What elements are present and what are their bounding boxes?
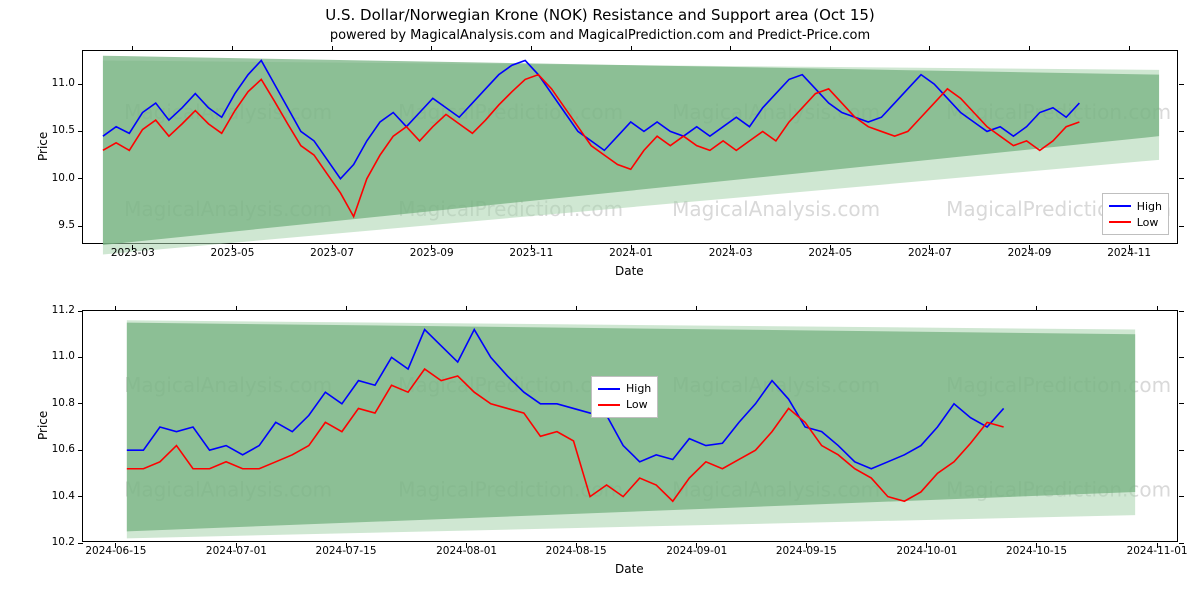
x-tick-label: 2024-11-01 [1127,545,1188,557]
x-tick-mark-top [631,46,632,51]
y-tick-mark-right [1179,496,1184,497]
x-tick-mark-top [830,46,831,51]
x-tick-label: 2024-01 [609,247,653,259]
x-tick-mark-top [730,46,731,51]
y-tick-label: 10.4 [43,490,75,502]
x-tick-label: 2023-07 [310,247,354,259]
y-axis-label-bottom: Price [36,411,50,440]
x-axis-label-bottom: Date [615,562,644,576]
y-tick-mark-right [1179,226,1184,227]
legend-label-high: High [1137,200,1162,213]
legend-row-high: High [598,381,651,397]
x-tick-mark-top [1029,46,1030,51]
x-tick-label: 2024-10-15 [1006,545,1067,557]
y-tick-mark [78,543,83,544]
y-tick-mark-right [1179,543,1184,544]
y-tick-mark [78,311,83,312]
x-tick-label: 2023-09 [410,247,454,259]
x-tick-mark-top [1157,306,1158,311]
y-tick-mark [78,450,83,451]
chart-svg-bottom: MagicalAnalysis.comMagicalPrediction.com… [83,311,1179,543]
x-tick-label: 2024-07-15 [316,545,377,557]
y-tick-mark-right [1179,403,1184,404]
y-tick-label: 10.6 [43,443,75,455]
y-tick-mark-right [1179,357,1184,358]
y-tick-mark-right [1179,311,1184,312]
x-tick-label: 2024-07-01 [206,545,267,557]
main-title: U.S. Dollar/Norwegian Krone (NOK) Resist… [0,6,1200,24]
y-tick-label: 10.2 [43,536,75,548]
x-tick-label: 2024-09-01 [666,545,727,557]
y-tick-mark [78,131,83,132]
chart-svg-top: MagicalAnalysis.comMagicalPrediction.com… [83,51,1179,245]
x-tick-label: 2024-11 [1107,247,1151,259]
y-tick-label: 11.2 [43,304,75,316]
y-axis-label-top: Price [36,132,50,161]
x-tick-mark-top [1036,306,1037,311]
legend-label-low: Low [1137,216,1159,229]
x-tick-mark-top [232,46,233,51]
y-tick-label: 10.8 [43,397,75,409]
legend-label-low: Low [626,398,648,411]
x-tick-label: 2023-03 [111,247,155,259]
x-tick-label: 2024-05 [808,247,852,259]
x-tick-mark-top [115,306,116,311]
x-tick-mark-top [431,46,432,51]
legend-label-high: High [626,382,651,395]
x-tick-label: 2024-06-15 [85,545,146,557]
x-axis-label-top: Date [615,264,644,278]
x-tick-mark-top [576,306,577,311]
y-tick-mark-right [1179,178,1184,179]
x-tick-mark-top [929,46,930,51]
x-tick-label: 2024-09-15 [776,545,837,557]
y-tick-mark [78,226,83,227]
chart-panel-top: MagicalAnalysis.comMagicalPrediction.com… [82,50,1178,244]
y-tick-mark [78,178,83,179]
x-tick-mark-top [696,306,697,311]
y-tick-label: 10.0 [43,172,75,184]
figure-page: U.S. Dollar/Norwegian Krone (NOK) Resist… [0,0,1200,600]
x-tick-mark-top [132,46,133,51]
x-tick-mark-top [236,306,237,311]
legend-row-low: Low [1109,214,1162,230]
x-tick-mark-top [466,306,467,311]
y-tick-mark-right [1179,450,1184,451]
y-tick-label: 9.5 [43,219,75,231]
x-tick-label: 2024-03 [709,247,753,259]
y-tick-label: 11.0 [43,77,75,89]
x-tick-mark-top [346,306,347,311]
x-tick-mark-top [926,306,927,311]
legend-row-high: High [1109,198,1162,214]
legend-swatch-low [1109,221,1131,223]
sub-title: powered by MagicalAnalysis.com and Magic… [0,28,1200,43]
legend-swatch-low [598,404,620,406]
x-tick-mark-top [332,46,333,51]
y-tick-mark-right [1179,84,1184,85]
y-tick-mark [78,357,83,358]
legend-swatch-high [598,388,620,390]
x-tick-mark-top [806,306,807,311]
y-tick-mark [78,84,83,85]
y-tick-mark-right [1179,131,1184,132]
legend-swatch-high [1109,205,1131,207]
x-tick-mark-top [1129,46,1130,51]
x-tick-label: 2023-11 [509,247,553,259]
x-tick-label: 2024-08-15 [546,545,607,557]
y-tick-label: 11.0 [43,350,75,362]
x-tick-label: 2024-09 [1008,247,1052,259]
chart-panel-bottom: MagicalAnalysis.comMagicalPrediction.com… [82,310,1178,542]
x-tick-mark-top [531,46,532,51]
x-tick-label: 2024-07 [908,247,952,259]
y-tick-mark [78,496,83,497]
legend-bottom: High Low [591,376,658,418]
legend-top: High Low [1102,193,1169,235]
y-tick-mark [78,403,83,404]
x-tick-label: 2023-05 [211,247,255,259]
x-tick-label: 2024-08-01 [436,545,497,557]
legend-row-low: Low [598,397,651,413]
x-tick-label: 2024-10-01 [896,545,957,557]
